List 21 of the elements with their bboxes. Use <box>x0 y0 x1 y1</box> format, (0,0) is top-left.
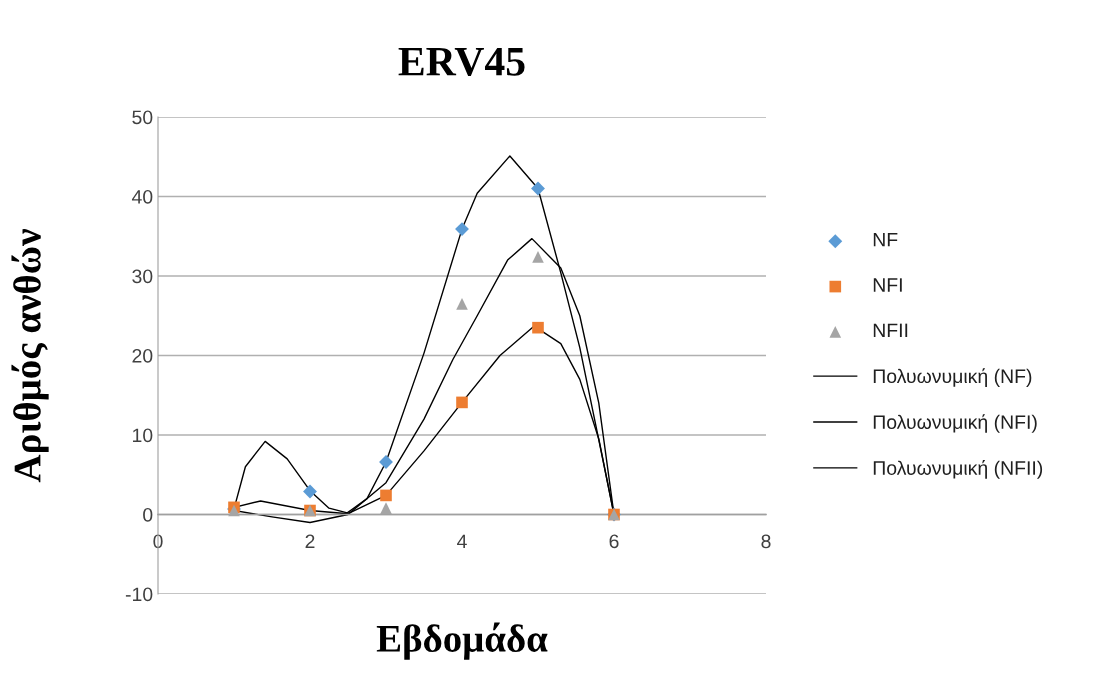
x-tick-label: 4 <box>457 534 467 549</box>
x-tick-label: 0 <box>153 534 163 549</box>
legend-label: Πολυωνυμική (NFI) <box>873 414 1037 433</box>
legend-label: NFII <box>873 323 908 338</box>
x-axis-title: Εβδομάδα <box>376 622 548 660</box>
x-tick-label: 8 <box>761 534 771 549</box>
legend-label: Πολυωνυμική (NF) <box>873 368 1032 387</box>
legend-label: NF <box>873 232 898 247</box>
legend-label: Πολυωνυμική (NFII) <box>873 460 1043 479</box>
y-tick-label: 20 <box>132 348 153 363</box>
legend-label: NFI <box>873 278 902 292</box>
y-tick-label: -10 <box>125 587 153 602</box>
y-tick-label: 40 <box>131 189 153 204</box>
x-tick-label: 6 <box>609 534 619 549</box>
y-tick-label: 30 <box>132 269 153 284</box>
y-tick-label: 0 <box>143 507 153 522</box>
x-tick-label: 2 <box>305 534 315 549</box>
chart-title: ERV45 <box>398 47 525 76</box>
y-axis-title: Αριθμός ανθών <box>11 228 49 483</box>
y-tick-label: 50 <box>132 110 153 125</box>
y-tick-label: 10 <box>133 428 153 443</box>
